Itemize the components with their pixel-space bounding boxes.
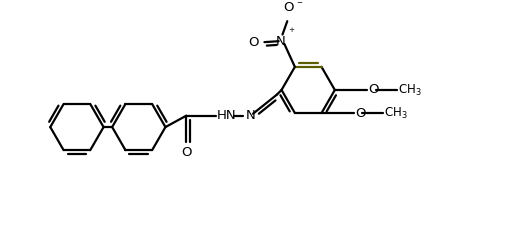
- Text: CH$_3$: CH$_3$: [397, 82, 421, 98]
- Text: HN: HN: [217, 109, 236, 122]
- Text: N: N: [275, 35, 285, 48]
- Text: CH$_3$: CH$_3$: [384, 106, 407, 121]
- Text: N: N: [245, 109, 255, 122]
- Text: $^+$: $^+$: [287, 27, 295, 37]
- Text: O: O: [248, 36, 258, 49]
- Text: O: O: [368, 84, 378, 96]
- Text: O: O: [181, 146, 191, 159]
- Text: O: O: [282, 1, 293, 14]
- Text: $^-$: $^-$: [294, 0, 303, 10]
- Text: O: O: [354, 106, 365, 120]
